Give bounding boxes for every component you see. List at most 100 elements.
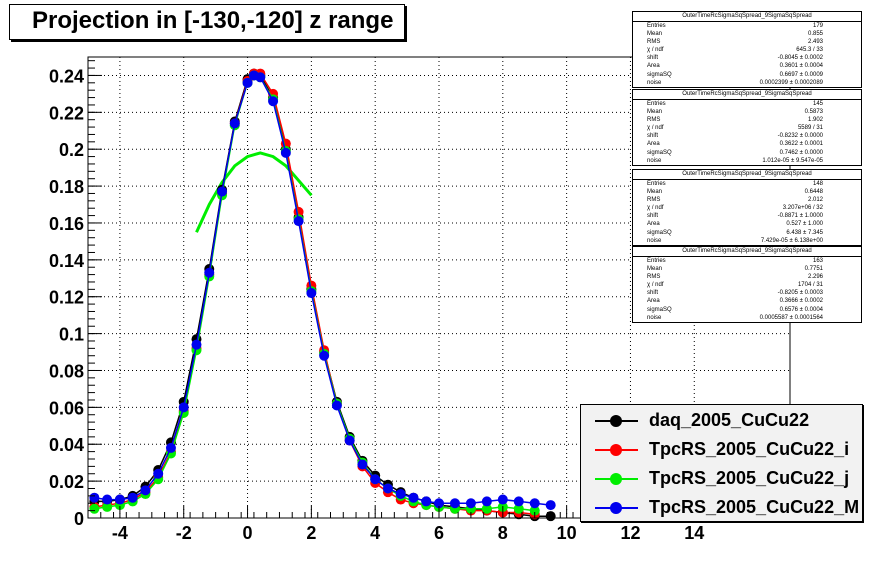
data-point (153, 468, 164, 479)
data-point (545, 500, 556, 511)
y-tick-label: 0.16 (49, 214, 84, 234)
stats-key: RMS (647, 274, 661, 281)
stats-key: Area (647, 221, 660, 228)
x-tick-label: 6 (434, 523, 444, 543)
stats-key: Entries (647, 23, 666, 29)
stats-value: 3.207e+06 / 32 (782, 205, 823, 212)
x-tick-label: 4 (370, 523, 380, 543)
data-point (395, 489, 406, 500)
stats-value: 179 (812, 23, 823, 29)
data-point (165, 442, 176, 453)
y-tick-label: 0.12 (49, 288, 84, 308)
stats-row: Mean 0.855 (633, 30, 861, 38)
stats-value: 2.296 (807, 274, 823, 281)
legend-label: TpcRS_2005_CuCu22_j (649, 468, 850, 488)
stats-row: χ / ndf 3.207e+06 / 32 (633, 204, 861, 212)
stats-key: RMS (647, 117, 661, 124)
stats-row: RMS 2.012 (633, 196, 861, 204)
stats-key: Entries (647, 181, 666, 187)
stats-row: Entries 163 (633, 257, 861, 265)
x-tick-labels: -4 -2 0 2 4 6 8 10 12 14 (112, 523, 704, 543)
data-point (382, 483, 393, 494)
stats-key: Mean (647, 266, 663, 273)
stats-value: -0.8045 ± 0.0002 (777, 55, 823, 62)
y-tick-label: 0.04 (49, 435, 84, 455)
stats-key: Entries (647, 258, 666, 264)
stats-row: sigmaSQ 0.6576 ± 0.0004 (633, 306, 861, 314)
data-point (204, 267, 215, 278)
x-tick-label: 0 (243, 523, 253, 543)
y-tick-label: 0 (74, 509, 84, 529)
legend-marker (610, 415, 622, 427)
stats-value: 163 (812, 258, 823, 264)
stats-value: 6.438 ± 7.345 (786, 229, 823, 236)
stats-row: Entries 148 (633, 180, 861, 188)
stats-row: RMS 2.296 (633, 273, 861, 281)
data-point (331, 400, 342, 411)
stats-key: sigmaSQ (647, 306, 672, 313)
stats-value: 1.012e-05 ± 9.547e-05 (762, 157, 823, 164)
stats-key: shift (647, 55, 659, 62)
data-point (357, 459, 368, 470)
data-point (513, 503, 524, 514)
stats-key: Mean (647, 189, 663, 196)
data-point (545, 511, 556, 522)
stats-value: 1.902 (807, 117, 823, 124)
data-point (280, 147, 291, 158)
y-tick-label: 0.18 (49, 177, 84, 197)
title-box: Projection in [-130,-120] z range (9, 4, 405, 40)
data-point (89, 503, 100, 514)
stats-value: 645.3 / 33 (796, 47, 823, 54)
stats-key: χ / ndf (647, 205, 664, 212)
stats-value: -0.8232 ± 0.0000 (777, 133, 823, 140)
data-point (449, 498, 460, 509)
data-point (293, 216, 304, 227)
stats-key: sigmaSQ (647, 71, 672, 78)
data-point (529, 498, 540, 509)
stats-key: χ / ndf (647, 47, 664, 54)
stats-key: Mean (647, 31, 663, 38)
stats-row: Entries 179 (633, 22, 861, 30)
data-point (529, 505, 540, 516)
stats-row: Entries 145 (633, 100, 861, 108)
stats-row: shift -0.8232 ± 0.0000 (633, 132, 861, 140)
stats-box: OuterTimeRcSigmaSqSpread_9SigmaSqSpread E… (632, 11, 862, 88)
data-point (513, 496, 524, 507)
stats-box: OuterTimeRcSigmaSqSpread_9SigmaSqSpread E… (632, 169, 862, 246)
data-point (178, 402, 189, 413)
chart-title: Projection in [-130,-120] z range (32, 7, 394, 34)
stats-title: OuterTimeRcSigmaSqSpread_9SigmaSqSpread (633, 12, 861, 22)
stats-key: sigmaSQ (647, 149, 672, 156)
legend-marker (610, 502, 622, 514)
data-point (114, 494, 125, 505)
stats-key: Area (647, 298, 660, 305)
stats-value: 0.527 ± 1.000 (786, 221, 823, 228)
legend-label: TpcRS_2005_CuCu22_i (649, 439, 850, 459)
stats-row: χ / ndf 5589 / 31 (633, 124, 861, 132)
stats-value: 0.0005587 ± 0.0001564 (759, 314, 823, 321)
stats-row: shift -0.8871 ± 1.0000 (633, 212, 861, 220)
y-tick-labels: 0 0.02 0.04 0.06 0.08 0.1 0.12 0.14 0.16 0.18 0.2 0… (49, 66, 84, 529)
stats-row: χ / ndf 645.3 / 33 (633, 46, 861, 54)
y-tick-label: 0.08 (49, 361, 84, 381)
stats-key: χ / ndf (647, 282, 664, 289)
data-point (242, 77, 253, 88)
y-tick-label: 0.02 (49, 472, 84, 492)
stats-row: shift -0.8205 ± 0.0003 (633, 289, 861, 297)
stats-row: Mean 0.6448 (633, 188, 861, 196)
legend: daq_2005_CuCu22 TpcRS_2005_CuCu22_i TpcR… (580, 404, 863, 522)
fit-curve (195, 151, 313, 233)
data-point (481, 496, 492, 507)
stats-key: Area (647, 141, 660, 148)
x-tick-label: 10 (557, 523, 577, 543)
stats-value: -0.8205 ± 0.0003 (777, 290, 823, 297)
x-tick-label: 2 (306, 523, 316, 543)
stats-key: noise (647, 79, 662, 86)
stats-box: OuterTimeRcSigmaSqSpread_9SigmaSqSpread E… (632, 89, 862, 166)
stats-row: Mean 0.7751 (633, 265, 861, 273)
x-tick-label: 8 (498, 523, 508, 543)
legend-label: daq_2005_CuCu22 (649, 410, 810, 430)
data-point (344, 435, 355, 446)
data-point (217, 186, 228, 197)
stats-value: 0.6576 ± 0.0004 (779, 306, 823, 313)
